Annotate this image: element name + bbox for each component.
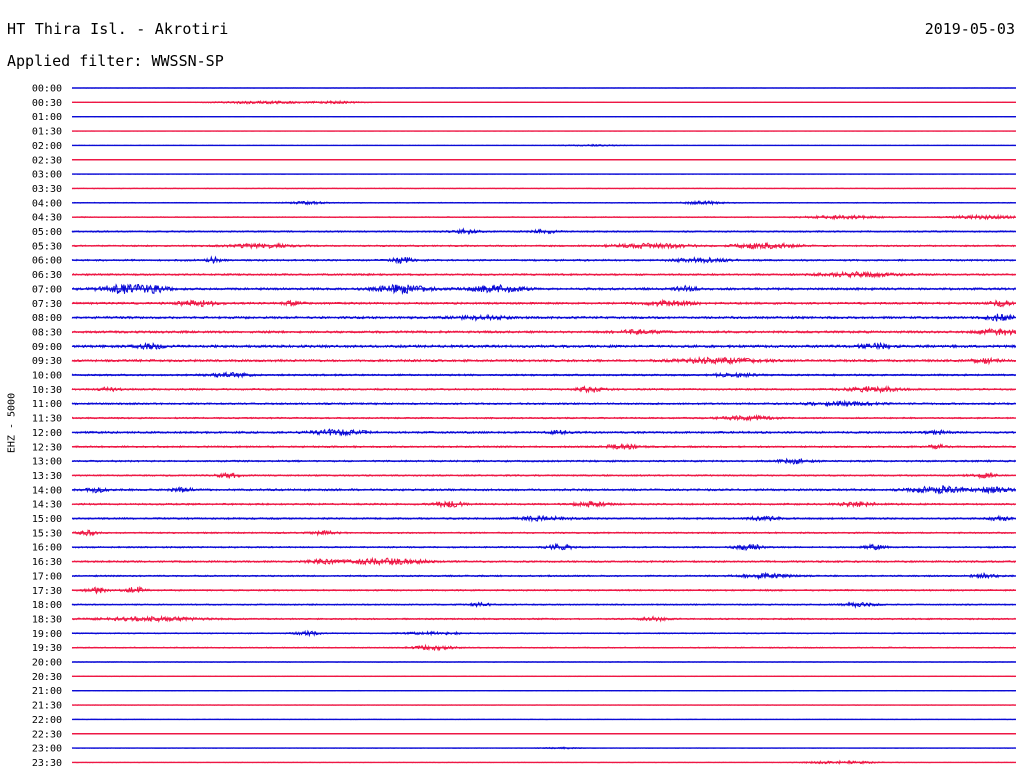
hour-label: 06:30	[32, 270, 62, 281]
hour-label: 06:00	[32, 256, 62, 267]
hour-label: 19:00	[32, 629, 62, 640]
hour-label: 12:30	[32, 442, 62, 453]
hour-label: 21:30	[32, 701, 62, 712]
record-date: 2019-05-03	[924, 20, 1015, 38]
hour-label: 22:30	[32, 729, 62, 740]
hour-label: 17:30	[32, 586, 62, 597]
hour-label: 11:30	[32, 414, 62, 425]
hour-label: 18:00	[32, 600, 62, 611]
hour-label: 01:00	[32, 112, 62, 123]
hour-label: 04:30	[32, 213, 62, 224]
hour-label: 15:00	[32, 514, 62, 525]
hour-label: 16:30	[32, 557, 62, 568]
hour-label: 04:00	[32, 198, 62, 209]
hour-label: 08:00	[32, 313, 62, 324]
hour-label: 10:00	[32, 371, 62, 382]
hour-label: 11:00	[32, 399, 62, 410]
hour-label: 23:30	[32, 758, 62, 769]
hour-label: 02:00	[32, 141, 62, 152]
hour-label: 18:30	[32, 614, 62, 625]
hour-label: 08:30	[32, 327, 62, 338]
hour-label: 07:00	[32, 284, 62, 295]
hour-label: 05:30	[32, 241, 62, 252]
station-title: HT Thira Isl. - Akrotiri	[7, 20, 229, 38]
hour-label: 23:00	[32, 744, 62, 755]
hour-label: 13:30	[32, 471, 62, 482]
hour-label: 00:30	[32, 98, 62, 109]
hour-label: 21:00	[32, 686, 62, 697]
hour-label: 16:00	[32, 543, 62, 554]
hour-label: 09:00	[32, 342, 62, 353]
hour-label: 15:30	[32, 528, 62, 539]
hour-label: 07:30	[32, 299, 62, 310]
hour-label: 03:00	[32, 170, 62, 181]
hour-label: 20:00	[32, 658, 62, 669]
hour-label: 12:00	[32, 428, 62, 439]
hour-label: 22:00	[32, 715, 62, 726]
hour-label: 20:30	[32, 672, 62, 683]
filter-label: Applied filter: WWSSN-SP	[7, 52, 224, 70]
hour-label: 05:00	[32, 227, 62, 238]
hour-label: 01:30	[32, 127, 62, 138]
hour-label: 19:30	[32, 643, 62, 654]
hour-label: 14:00	[32, 485, 62, 496]
hour-label: 10:30	[32, 385, 62, 396]
hour-label: 00:00	[32, 84, 62, 95]
hour-label: 03:30	[32, 184, 62, 195]
hour-label: 02:30	[32, 155, 62, 166]
hour-label: 13:00	[32, 457, 62, 468]
hour-label: 14:30	[32, 500, 62, 511]
hour-label: 09:30	[32, 356, 62, 367]
hour-label: 17:00	[32, 571, 62, 582]
